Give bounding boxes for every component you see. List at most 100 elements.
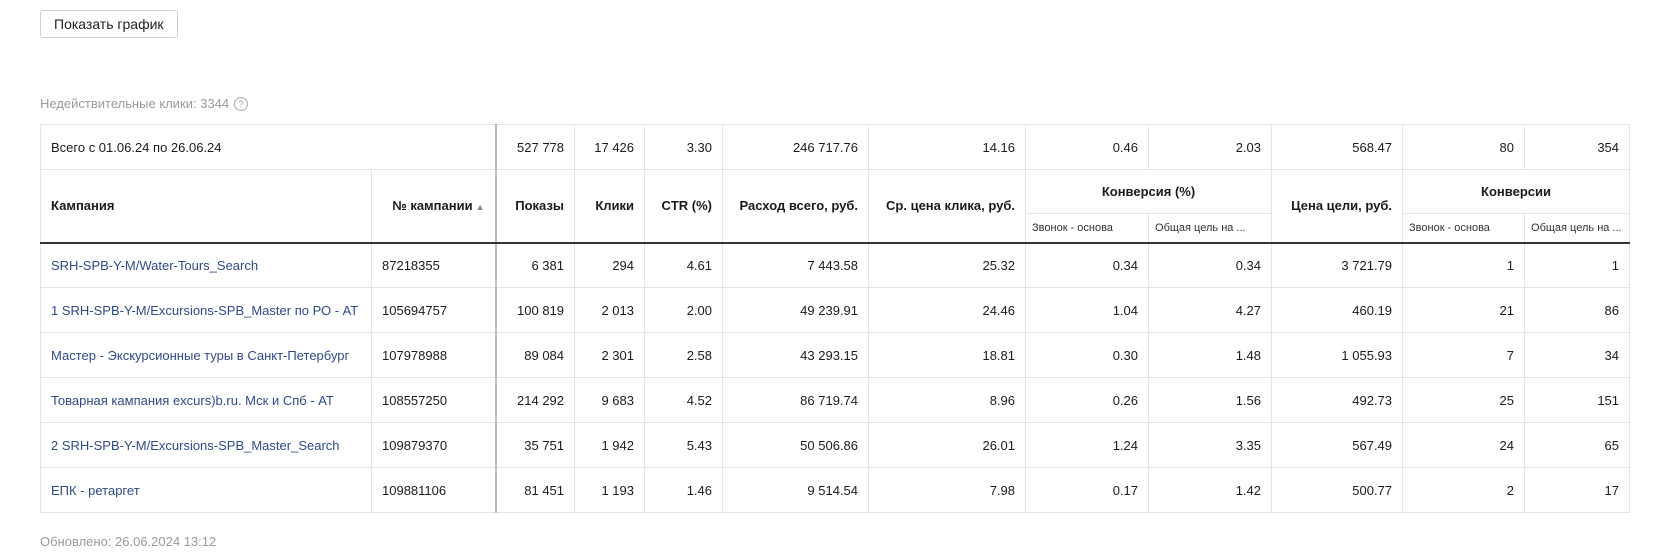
goal-cost-cell: 1 055.93 bbox=[1271, 332, 1404, 378]
subheader-conv-call[interactable]: Звонок - основа bbox=[1025, 213, 1150, 244]
campaign-stats-table: Всего с 01.06.24 по 26.06.24 527 778 17 … bbox=[39, 124, 1631, 513]
cv-call-cell: 7 bbox=[1402, 332, 1526, 378]
sort-asc-icon: ▲ bbox=[475, 202, 485, 213]
campaign-name-link[interactable]: Товарная кампания excurs)b.ru. Мск и Спб… bbox=[40, 377, 372, 423]
cost-cell: 9 514.54 bbox=[722, 467, 870, 513]
cv-total-cell: 34 bbox=[1524, 332, 1631, 378]
cost-cell: 49 239.91 bbox=[722, 287, 870, 333]
table-row: Мастер - Экскурсионные туры в Санкт-Пете… bbox=[40, 332, 1631, 378]
header-impressions[interactable]: Показы bbox=[494, 169, 576, 244]
cv-total-cell: 151 bbox=[1524, 377, 1631, 423]
ctr-cell: 5.43 bbox=[644, 422, 724, 468]
clicks-cell: 1 193 bbox=[574, 467, 646, 513]
clicks-cell: 1 942 bbox=[574, 422, 646, 468]
invalid-clicks-text: Недействительные клики: 3344 bbox=[40, 96, 230, 111]
table-row: Товарная кампания excurs)b.ru. Мск и Спб… bbox=[40, 377, 1631, 423]
totals-label: Всего с 01.06.24 по 26.06.24 bbox=[39, 124, 497, 170]
totals-conv-total: 2.03 bbox=[1148, 124, 1273, 170]
conv-total-cell: 1.42 bbox=[1148, 467, 1273, 513]
cost-cell: 43 293.15 bbox=[722, 332, 870, 378]
goal-cost-cell: 567.49 bbox=[1271, 422, 1404, 468]
campaign-id: 108557250 bbox=[370, 377, 497, 423]
cv-total-cell: 17 bbox=[1524, 467, 1631, 513]
campaign-name-link[interactable]: SRH-SPB-Y-M/Water-Tours_Search bbox=[40, 242, 372, 288]
avg-cpc-cell: 25.32 bbox=[868, 242, 1027, 288]
ctr-cell: 1.46 bbox=[644, 467, 724, 513]
subheader-row: Звонок - основа Общая цель на ... Звонок… bbox=[41, 213, 1631, 244]
show-chart-button[interactable]: Показать график bbox=[40, 10, 178, 38]
ctr-cell: 2.00 bbox=[644, 287, 724, 333]
header-campaign[interactable]: Кампания bbox=[40, 169, 372, 244]
updated-timestamp: Обновлено: 26.06.2024 13:12 bbox=[40, 534, 217, 549]
clicks-cell: 294 bbox=[574, 242, 646, 288]
conv-call-cell: 0.17 bbox=[1025, 467, 1150, 513]
goal-cost-cell: 460.19 bbox=[1271, 287, 1404, 333]
avg-cpc-cell: 26.01 bbox=[868, 422, 1027, 468]
totals-cv-call: 80 bbox=[1402, 124, 1526, 170]
totals-avg-cpc: 14.16 bbox=[868, 124, 1027, 170]
avg-cpc-cell: 24.46 bbox=[868, 287, 1027, 333]
campaign-id: 107978988 bbox=[370, 332, 497, 378]
header-conversions: Конверсии bbox=[1402, 169, 1631, 214]
cv-call-cell: 25 bbox=[1402, 377, 1526, 423]
cv-call-cell: 24 bbox=[1402, 422, 1526, 468]
impressions-cell: 214 292 bbox=[494, 377, 576, 423]
header-goal-cost[interactable]: Цена цели, руб. bbox=[1271, 169, 1404, 244]
invalid-clicks-info: Недействительные клики: 3344 ? bbox=[40, 96, 249, 111]
campaign-name-link[interactable]: Мастер - Экскурсионные туры в Санкт-Пете… bbox=[40, 332, 372, 378]
header-cost[interactable]: Расход всего, руб. bbox=[722, 169, 870, 244]
campaign-name-link[interactable]: 1 SRH-SPB-Y-M/Excursions-SPB_Master по Р… bbox=[40, 287, 372, 333]
campaign-name-link[interactable]: 2 SRH-SPB-Y-M/Excursions-SPB_Master_Sear… bbox=[40, 422, 372, 468]
table-row: 1 SRH-SPB-Y-M/Excursions-SPB_Master по Р… bbox=[40, 287, 1631, 333]
campaign-id: 87218355 bbox=[370, 242, 497, 288]
avg-cpc-cell: 8.96 bbox=[868, 377, 1027, 423]
header-campaign-id[interactable]: № кампании ▲ bbox=[370, 169, 497, 244]
totals-conv-call: 0.46 bbox=[1025, 124, 1150, 170]
conv-call-cell: 0.26 bbox=[1025, 377, 1150, 423]
conv-call-cell: 0.30 bbox=[1025, 332, 1150, 378]
impressions-cell: 6 381 bbox=[494, 242, 576, 288]
cv-call-cell: 21 bbox=[1402, 287, 1526, 333]
goal-cost-cell: 500.77 bbox=[1271, 467, 1404, 513]
conv-total-cell: 1.56 bbox=[1148, 377, 1273, 423]
cost-cell: 50 506.86 bbox=[722, 422, 870, 468]
ctr-cell: 4.61 bbox=[644, 242, 724, 288]
subheader-conv-total[interactable]: Общая цель на ... bbox=[1148, 213, 1273, 244]
header-clicks[interactable]: Клики bbox=[574, 169, 646, 244]
impressions-cell: 81 451 bbox=[494, 467, 576, 513]
cv-total-cell: 65 bbox=[1524, 422, 1631, 468]
table-row: 2 SRH-SPB-Y-M/Excursions-SPB_Master_Sear… bbox=[40, 422, 1631, 468]
totals-clicks: 17 426 bbox=[574, 124, 646, 170]
help-icon[interactable]: ? bbox=[234, 96, 249, 111]
campaign-name-link[interactable]: ЕПК - ретаргет bbox=[40, 467, 372, 513]
goal-cost-cell: 492.73 bbox=[1271, 377, 1404, 423]
cv-call-cell: 2 bbox=[1402, 467, 1526, 513]
impressions-cell: 100 819 bbox=[494, 287, 576, 333]
header-avg-cpc[interactable]: Ср. цена клика, руб. bbox=[868, 169, 1027, 244]
totals-goal-cost: 568.47 bbox=[1271, 124, 1404, 170]
clicks-cell: 2 301 bbox=[574, 332, 646, 378]
totals-row: Всего с 01.06.24 по 26.06.24 527 778 17 … bbox=[39, 124, 1631, 170]
conv-call-cell: 1.04 bbox=[1025, 287, 1150, 333]
conv-call-cell: 0.34 bbox=[1025, 242, 1150, 288]
conv-total-cell: 0.34 bbox=[1148, 242, 1273, 288]
header-row: Кампания № кампании ▲ Показы Клики CTR (%… bbox=[40, 169, 1631, 244]
table-row: SRH-SPB-Y-M/Water-Tours_Search 87218355 … bbox=[40, 242, 1631, 288]
cost-cell: 86 719.74 bbox=[722, 377, 870, 423]
conv-total-cell: 3.35 bbox=[1148, 422, 1273, 468]
avg-cpc-cell: 18.81 bbox=[868, 332, 1027, 378]
cost-cell: 7 443.58 bbox=[722, 242, 870, 288]
avg-cpc-cell: 7.98 bbox=[868, 467, 1027, 513]
totals-impressions: 527 778 bbox=[494, 124, 576, 170]
totals-cost: 246 717.76 bbox=[722, 124, 870, 170]
goal-cost-cell: 3 721.79 bbox=[1271, 242, 1404, 288]
header-ctr[interactable]: CTR (%) bbox=[644, 169, 724, 244]
conv-total-cell: 1.48 bbox=[1148, 332, 1273, 378]
conv-total-cell: 4.27 bbox=[1148, 287, 1273, 333]
clicks-cell: 2 013 bbox=[574, 287, 646, 333]
totals-ctr: 3.30 bbox=[644, 124, 724, 170]
subheader-cv-call[interactable]: Звонок - основа bbox=[1402, 213, 1526, 244]
ctr-cell: 4.52 bbox=[644, 377, 724, 423]
impressions-cell: 35 751 bbox=[494, 422, 576, 468]
subheader-cv-total[interactable]: Общая цель на ... bbox=[1524, 213, 1631, 244]
